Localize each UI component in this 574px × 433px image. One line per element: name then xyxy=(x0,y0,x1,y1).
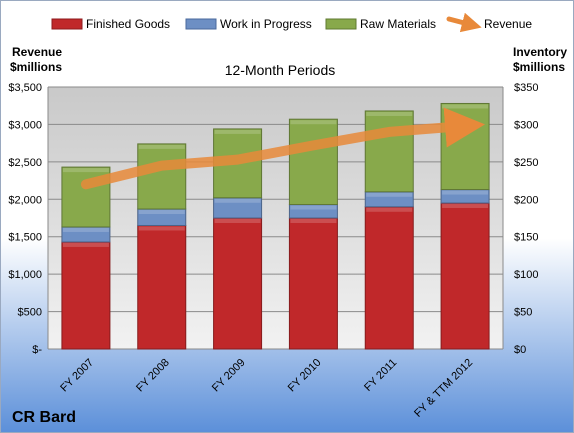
bar-highlight-finished-goods-fy-2010 xyxy=(290,219,337,223)
left-axis-ticks: $- $500 $1,000 $1,500 $2,000 $2,500 $3,000 $3,5… xyxy=(8,82,42,356)
bar-finished-goods-fy-2007 xyxy=(61,241,111,350)
right-axis-label-line2: $millions xyxy=(513,60,565,74)
bar-highlight-finished-goods-fy-2008 xyxy=(138,226,185,231)
bar-highlight-work-in-progress-fy-2007 xyxy=(62,227,109,232)
left-axis-label-line2: $millions xyxy=(10,60,62,74)
bar-highlight-work-in-progress-fy-2010 xyxy=(290,205,337,210)
bar-finished-goods-fy-2009 xyxy=(213,217,263,350)
bar-highlight-raw-materials-fy-2009 xyxy=(214,129,261,134)
legend-label-finished-goods: Finished Goods xyxy=(86,17,170,31)
revenue-line xyxy=(80,107,486,190)
right-tick-label: $350 xyxy=(514,82,538,94)
bar-highlight-raw-materials-fy-2011 xyxy=(366,111,413,116)
grid-lines xyxy=(47,86,504,350)
chart-title: 12-Month Periods xyxy=(225,62,336,78)
bar-raw-materials-fy-2008 xyxy=(137,143,187,210)
right-tick-label: $250 xyxy=(514,157,538,169)
bar-raw-materials-fy-2010 xyxy=(288,118,338,206)
bar-highlight-work-in-progress-fy-2008 xyxy=(138,210,185,215)
right-tick-label: $150 xyxy=(514,232,538,244)
bar-finished-goods-fy-2008 xyxy=(137,224,187,350)
left-tick-label: $- xyxy=(32,344,42,356)
bar-highlight-work-in-progress-fy-2009 xyxy=(214,198,261,203)
company-name: CR Bard xyxy=(12,409,76,426)
bar-highlight-finished-goods-fy-2007 xyxy=(62,242,109,247)
bar-finished-goods-fy-2011 xyxy=(364,206,414,350)
right-tick-label: $0 xyxy=(514,344,526,356)
bar-highlight-raw-materials-fy-2008 xyxy=(138,144,185,149)
right-axis-ticks: $0 $50 $100 $150 $200 $250 $300 $350 xyxy=(514,82,538,356)
left-tick-label: $3,500 xyxy=(8,82,42,94)
bar-finished-goods-fy-ttm-2012 xyxy=(440,202,490,350)
left-tick-label: $1,000 xyxy=(8,269,42,281)
legend-label-raw-materials: Raw Materials xyxy=(360,17,436,31)
legend-label-revenue: Revenue xyxy=(484,17,532,31)
bar-finished-goods-fy-2010 xyxy=(288,217,338,350)
bar-raw-materials-fy-ttm-2012 xyxy=(440,102,490,191)
left-tick-label: $3,000 xyxy=(8,119,42,131)
legend-swatch-revenue xyxy=(446,12,482,33)
right-tick-label: $100 xyxy=(514,269,538,281)
left-axis-label-line1: Revenue xyxy=(12,45,62,59)
legend-swatch-finished-goods xyxy=(51,18,83,30)
left-tick-label: $2,500 xyxy=(8,157,42,169)
revenue-line-layer xyxy=(80,107,486,190)
bar-highlight-raw-materials-fy-2010 xyxy=(290,120,337,125)
bars xyxy=(61,102,490,350)
legend-label-work-in-progress: Work in Progress xyxy=(220,17,312,31)
bar-highlight-finished-goods-fy-ttm-2012 xyxy=(442,204,489,209)
bar-raw-materials-fy-2011 xyxy=(364,110,414,193)
right-tick-label: $300 xyxy=(514,119,538,131)
legend-swatch-raw-materials xyxy=(325,18,357,30)
bar-highlight-raw-materials-fy-2007 xyxy=(62,168,109,173)
bar-highlight-work-in-progress-fy-ttm-2012 xyxy=(442,190,489,195)
left-tick-label: $500 xyxy=(18,307,42,319)
left-tick-label: $2,000 xyxy=(8,194,42,206)
bar-highlight-finished-goods-fy-2009 xyxy=(214,219,261,223)
legend-swatch-work-in-progress xyxy=(185,18,217,30)
legend: Finished Goods Work in Progress Raw Mate… xyxy=(51,12,532,33)
left-tick-label: $1,500 xyxy=(8,232,42,244)
right-tick-label: $50 xyxy=(514,307,532,319)
right-axis-label-line1: Inventory xyxy=(513,45,567,59)
right-tick-label: $200 xyxy=(514,194,538,206)
bar-highlight-raw-materials-fy-ttm-2012 xyxy=(442,104,489,109)
bar-highlight-work-in-progress-fy-2011 xyxy=(366,192,413,197)
bar-highlight-finished-goods-fy-2011 xyxy=(366,207,413,212)
